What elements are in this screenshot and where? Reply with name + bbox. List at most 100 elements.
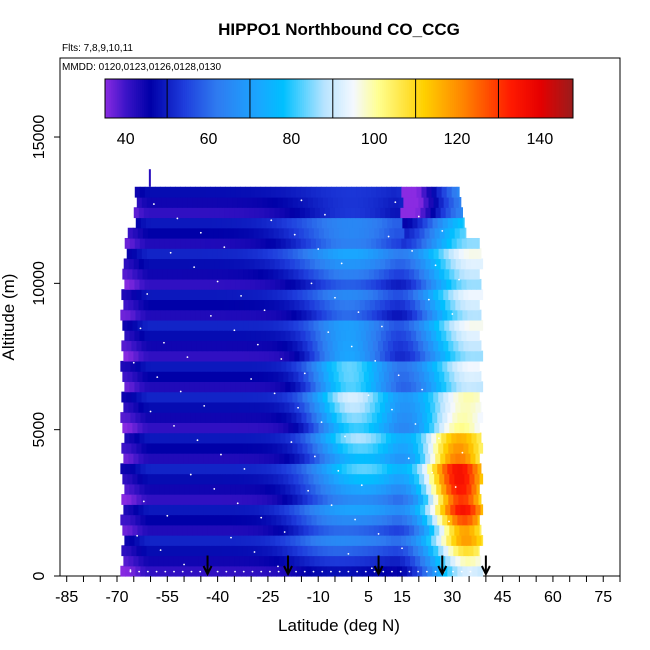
heat-cell	[123, 555, 130, 567]
heat-cell	[253, 319, 259, 331]
colorbar-segment	[528, 79, 531, 118]
heat-cell	[323, 371, 330, 382]
heat-cell	[470, 555, 477, 567]
heat-cell	[365, 483, 372, 495]
heat-cell	[435, 258, 442, 270]
heat-cell	[376, 360, 383, 372]
heat-cell	[194, 483, 201, 495]
heat-cell	[259, 401, 265, 413]
heat-cell	[263, 268, 269, 280]
sample-dot	[209, 314, 212, 317]
heat-cell	[407, 412, 413, 423]
heat-cell	[268, 524, 274, 536]
colorbar-segment	[210, 79, 213, 118]
heat-cell	[462, 514, 469, 526]
heat-cell	[284, 258, 291, 270]
heat-cell	[440, 350, 446, 362]
heat-cell	[229, 258, 235, 270]
heat-cell	[351, 237, 357, 249]
sample-dot	[469, 570, 472, 573]
heat-cell	[271, 217, 278, 229]
heat-cell	[377, 494, 384, 505]
sample-dot	[377, 533, 380, 535]
flight-arrow-head	[373, 565, 384, 577]
colorbar-segment	[500, 79, 504, 118]
heat-cell	[283, 268, 289, 280]
heat-cell	[142, 371, 149, 382]
heat-cell	[127, 524, 134, 536]
heat-cell	[409, 268, 415, 280]
heat-cell	[262, 494, 268, 505]
heat-cell	[467, 309, 474, 321]
heat-cell	[237, 545, 243, 557]
heat-cell	[369, 555, 376, 567]
heat-cell	[404, 473, 410, 485]
heat-cell	[133, 299, 140, 311]
heat-cell	[346, 237, 352, 249]
heat-cell	[154, 237, 161, 249]
heat-cell	[180, 463, 187, 475]
heat-cell	[352, 494, 359, 505]
heat-cell	[390, 258, 396, 270]
heat-cell	[298, 371, 305, 382]
heat-cell	[403, 545, 409, 557]
heat-cell	[184, 432, 191, 444]
heat-cell	[263, 319, 269, 331]
heat-cell	[275, 237, 282, 249]
heat-cell	[144, 278, 151, 290]
heat-cell	[415, 258, 422, 270]
heat-cell	[326, 309, 333, 321]
heat-cell	[228, 473, 234, 485]
heat-cell	[153, 504, 160, 516]
heat-cell	[199, 483, 206, 495]
heat-cell	[464, 371, 471, 382]
heat-cell	[400, 555, 406, 567]
heat-cell	[325, 330, 332, 342]
heat-cell	[442, 309, 448, 321]
sample-dot	[434, 264, 437, 267]
heat-cell	[366, 514, 373, 526]
x-tick-label: 5	[364, 589, 373, 606]
heat-cell	[416, 186, 423, 198]
heat-cell	[366, 412, 373, 423]
heat-cell	[394, 504, 401, 516]
heat-cell	[391, 565, 398, 577]
heat-cell	[189, 535, 196, 546]
heat-cell	[310, 432, 317, 444]
heat-cell	[304, 350, 311, 362]
colorbar-segment	[128, 79, 131, 118]
heat-cell	[429, 422, 435, 434]
heat-cell	[222, 524, 229, 536]
heat-cell	[368, 197, 374, 208]
heat-cell	[294, 350, 301, 362]
heat-cell	[135, 309, 142, 321]
heat-cell	[338, 268, 345, 280]
heat-cell	[449, 524, 455, 536]
heat-cell	[266, 309, 272, 321]
heat-cell	[138, 299, 145, 311]
heat-cell	[365, 535, 372, 546]
heat-cell	[250, 186, 257, 198]
heat-cell	[274, 555, 280, 567]
heat-cell	[318, 319, 325, 331]
heat-cell	[157, 371, 164, 382]
heat-cell	[439, 524, 445, 536]
heat-cell	[134, 330, 141, 342]
heat-cell	[289, 555, 295, 567]
sample-dot	[132, 361, 135, 364]
heat-cell	[224, 258, 230, 270]
heat-cell	[453, 391, 459, 403]
colorbar-segment	[284, 79, 287, 118]
heat-cell	[305, 483, 312, 495]
heat-cell	[212, 371, 219, 382]
heat-cell	[355, 278, 362, 290]
heat-cell	[134, 278, 141, 290]
x-tick-label: 75	[594, 589, 612, 606]
heat-cell	[175, 514, 182, 526]
sample-dot	[263, 309, 266, 312]
heat-cell	[176, 340, 183, 352]
heat-cell	[129, 237, 136, 249]
heat-cell	[428, 289, 434, 301]
heat-cell	[151, 494, 158, 505]
heat-cell	[174, 535, 181, 546]
